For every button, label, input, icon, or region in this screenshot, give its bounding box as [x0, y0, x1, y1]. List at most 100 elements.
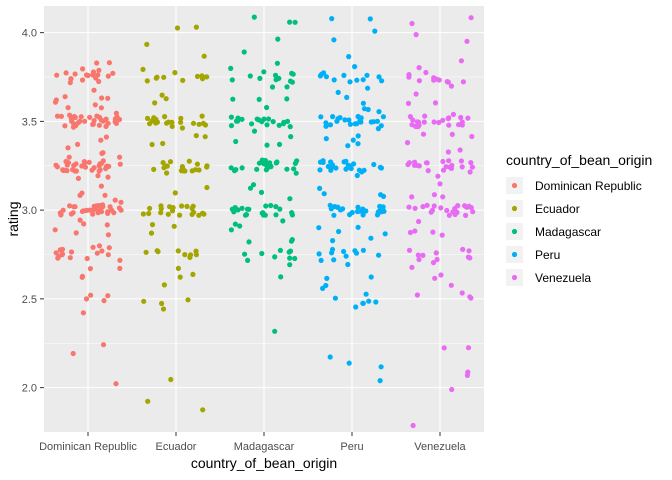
data-point — [347, 79, 353, 85]
data-point — [259, 250, 265, 257]
data-point — [249, 121, 255, 127]
data-point — [187, 254, 193, 260]
y-tick-label: 2.0 — [22, 383, 37, 395]
data-point — [376, 109, 382, 115]
data-point — [161, 165, 167, 171]
data-point — [175, 265, 181, 271]
data-point — [95, 210, 101, 216]
data-point — [346, 54, 352, 60]
data-point — [468, 160, 474, 166]
data-point — [280, 218, 286, 224]
data-point — [189, 168, 195, 174]
data-point — [204, 164, 210, 170]
data-point — [113, 381, 119, 387]
data-point — [429, 207, 435, 213]
data-point — [105, 252, 111, 258]
data-point — [259, 210, 265, 216]
data-point — [371, 161, 377, 168]
data-point — [458, 114, 464, 121]
data-point — [79, 274, 85, 280]
data-point — [167, 159, 174, 165]
data-point — [70, 350, 76, 357]
data-points — [52, 14, 476, 429]
data-point — [380, 193, 387, 199]
data-point — [102, 192, 108, 198]
data-point — [335, 204, 341, 211]
data-point — [229, 77, 235, 83]
data-point — [105, 73, 111, 79]
data-point — [446, 212, 452, 218]
data-point — [105, 209, 111, 215]
data-point — [96, 243, 103, 249]
data-point — [433, 250, 439, 256]
data-point — [331, 37, 337, 43]
data-point — [265, 116, 272, 122]
data-point — [330, 238, 336, 244]
data-point — [331, 77, 337, 83]
data-point — [177, 212, 183, 218]
data-point — [420, 252, 426, 258]
data-point — [430, 229, 436, 235]
data-point — [284, 96, 290, 102]
data-point — [96, 122, 102, 128]
data-point — [63, 158, 69, 165]
legend-title: country_of_bean_origin — [506, 152, 652, 168]
data-point — [144, 78, 150, 84]
x-tick-label: Peru — [340, 441, 363, 453]
data-point — [239, 116, 245, 122]
data-point — [269, 84, 276, 90]
data-point — [340, 206, 346, 212]
data-point — [191, 209, 197, 215]
data-point — [412, 228, 418, 234]
data-point — [165, 211, 171, 217]
data-point — [272, 72, 279, 78]
data-point — [231, 168, 238, 174]
data-point — [159, 300, 165, 307]
data-point — [354, 77, 360, 83]
data-point — [104, 222, 110, 228]
data-point — [286, 249, 292, 255]
y-tick-label: 4.0 — [22, 28, 37, 40]
data-point — [140, 211, 146, 217]
data-point — [263, 203, 269, 209]
data-point — [465, 345, 472, 351]
data-point — [87, 207, 93, 213]
data-point — [360, 77, 366, 83]
data-point — [277, 206, 283, 212]
data-point — [355, 113, 361, 120]
data-point — [246, 239, 252, 245]
data-point — [352, 64, 358, 70]
data-point — [273, 212, 279, 218]
data-point — [91, 118, 97, 124]
data-point — [377, 203, 383, 209]
data-point — [373, 299, 379, 305]
legend-swatch — [511, 274, 518, 281]
data-point — [457, 147, 463, 153]
data-point — [83, 296, 90, 302]
data-point — [105, 95, 111, 101]
data-point — [98, 183, 104, 189]
x-tick-label: Ecuador — [156, 441, 197, 453]
data-point — [145, 398, 151, 404]
data-point — [345, 143, 351, 149]
data-point — [287, 255, 293, 261]
data-point — [413, 31, 419, 38]
data-point — [460, 246, 466, 252]
data-point — [374, 212, 381, 218]
data-point — [178, 119, 184, 125]
data-point — [449, 131, 455, 137]
data-point — [438, 205, 444, 211]
data-point — [81, 159, 87, 165]
data-point — [463, 212, 469, 218]
data-point — [151, 115, 157, 121]
data-point — [182, 168, 188, 174]
y-tick-label: 3.0 — [22, 205, 37, 217]
data-point — [73, 168, 79, 174]
data-point — [431, 119, 437, 125]
data-point — [98, 105, 104, 111]
data-point — [423, 69, 429, 76]
data-point — [71, 121, 77, 127]
data-point — [204, 184, 210, 191]
data-point — [440, 158, 446, 165]
data-point — [327, 122, 334, 128]
